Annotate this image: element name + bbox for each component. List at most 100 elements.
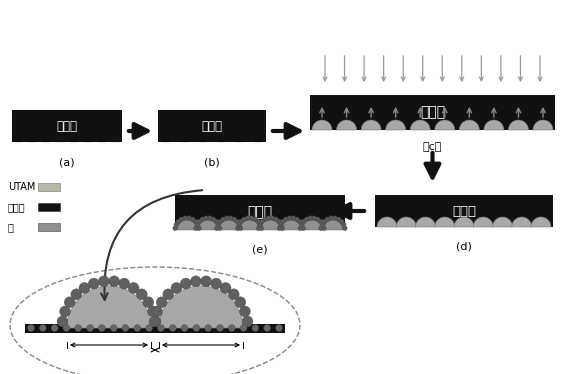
Circle shape — [304, 217, 309, 221]
Wedge shape — [377, 217, 397, 227]
Wedge shape — [435, 120, 455, 130]
Circle shape — [308, 216, 312, 220]
Circle shape — [240, 325, 247, 331]
Bar — [38, 223, 60, 231]
Circle shape — [183, 216, 187, 220]
Circle shape — [151, 306, 163, 317]
Text: 銀: 銀 — [8, 222, 14, 232]
Ellipse shape — [10, 267, 300, 374]
Circle shape — [196, 226, 201, 231]
Text: UTAM: UTAM — [8, 182, 35, 192]
Wedge shape — [459, 120, 479, 130]
Polygon shape — [28, 112, 36, 142]
Wedge shape — [484, 120, 504, 130]
Polygon shape — [84, 112, 92, 142]
Circle shape — [237, 223, 242, 227]
Circle shape — [242, 217, 247, 221]
Circle shape — [283, 217, 288, 221]
Circle shape — [225, 216, 229, 220]
Wedge shape — [282, 220, 301, 230]
Circle shape — [238, 226, 243, 231]
Circle shape — [291, 216, 296, 220]
Circle shape — [63, 325, 70, 331]
Wedge shape — [159, 286, 243, 328]
Polygon shape — [112, 112, 120, 142]
Circle shape — [194, 226, 198, 231]
Bar — [38, 203, 60, 211]
Wedge shape — [415, 217, 436, 227]
Wedge shape — [67, 286, 151, 328]
Circle shape — [280, 226, 285, 231]
Circle shape — [99, 325, 105, 331]
Text: (e): (e) — [252, 244, 268, 254]
Text: 硅基底: 硅基底 — [8, 202, 26, 212]
Circle shape — [263, 325, 271, 331]
Circle shape — [298, 219, 302, 224]
Circle shape — [150, 316, 161, 327]
Circle shape — [294, 217, 299, 221]
Circle shape — [171, 282, 182, 294]
Wedge shape — [323, 220, 343, 230]
Circle shape — [277, 219, 282, 224]
Text: 硅基底: 硅基底 — [247, 205, 272, 220]
Circle shape — [215, 226, 219, 231]
Text: (b): (b) — [204, 157, 220, 167]
Circle shape — [158, 325, 164, 331]
Circle shape — [174, 223, 178, 227]
Circle shape — [193, 325, 200, 331]
Circle shape — [266, 216, 271, 220]
Wedge shape — [302, 220, 322, 230]
Circle shape — [87, 325, 93, 331]
Circle shape — [342, 223, 346, 227]
Circle shape — [200, 217, 204, 221]
Bar — [310, 95, 555, 130]
Circle shape — [88, 278, 99, 289]
Circle shape — [195, 223, 199, 227]
Circle shape — [110, 325, 117, 331]
Circle shape — [216, 325, 224, 331]
Wedge shape — [493, 217, 512, 227]
Circle shape — [325, 217, 330, 221]
Circle shape — [186, 216, 191, 220]
Wedge shape — [198, 220, 218, 230]
Bar — [158, 110, 266, 142]
Wedge shape — [240, 220, 260, 230]
Circle shape — [321, 223, 325, 227]
Circle shape — [300, 223, 305, 227]
Circle shape — [211, 278, 222, 289]
Wedge shape — [508, 120, 529, 130]
Circle shape — [322, 226, 327, 231]
Circle shape — [287, 216, 292, 220]
Circle shape — [312, 216, 316, 220]
Circle shape — [262, 217, 267, 221]
Circle shape — [301, 226, 306, 231]
Circle shape — [190, 276, 202, 287]
Circle shape — [239, 306, 251, 317]
Text: （c）: （c） — [423, 142, 442, 152]
Wedge shape — [337, 120, 356, 130]
Text: (d): (d) — [456, 241, 472, 251]
Circle shape — [270, 216, 275, 220]
Circle shape — [339, 219, 344, 224]
Circle shape — [204, 216, 208, 220]
Circle shape — [249, 216, 254, 220]
Text: 硅基底: 硅基底 — [56, 120, 78, 132]
Circle shape — [136, 289, 147, 300]
Circle shape — [221, 217, 225, 221]
Bar — [25, 324, 285, 332]
Circle shape — [28, 325, 34, 331]
Circle shape — [217, 226, 222, 231]
Wedge shape — [473, 217, 493, 227]
Circle shape — [134, 325, 141, 331]
Circle shape — [260, 219, 264, 224]
Circle shape — [258, 223, 263, 227]
Circle shape — [301, 219, 306, 224]
Circle shape — [274, 217, 278, 221]
Bar — [175, 195, 345, 230]
Polygon shape — [181, 116, 188, 142]
Circle shape — [252, 325, 259, 331]
Wedge shape — [386, 120, 406, 130]
Circle shape — [315, 217, 320, 221]
Circle shape — [279, 223, 284, 227]
Polygon shape — [98, 112, 106, 142]
